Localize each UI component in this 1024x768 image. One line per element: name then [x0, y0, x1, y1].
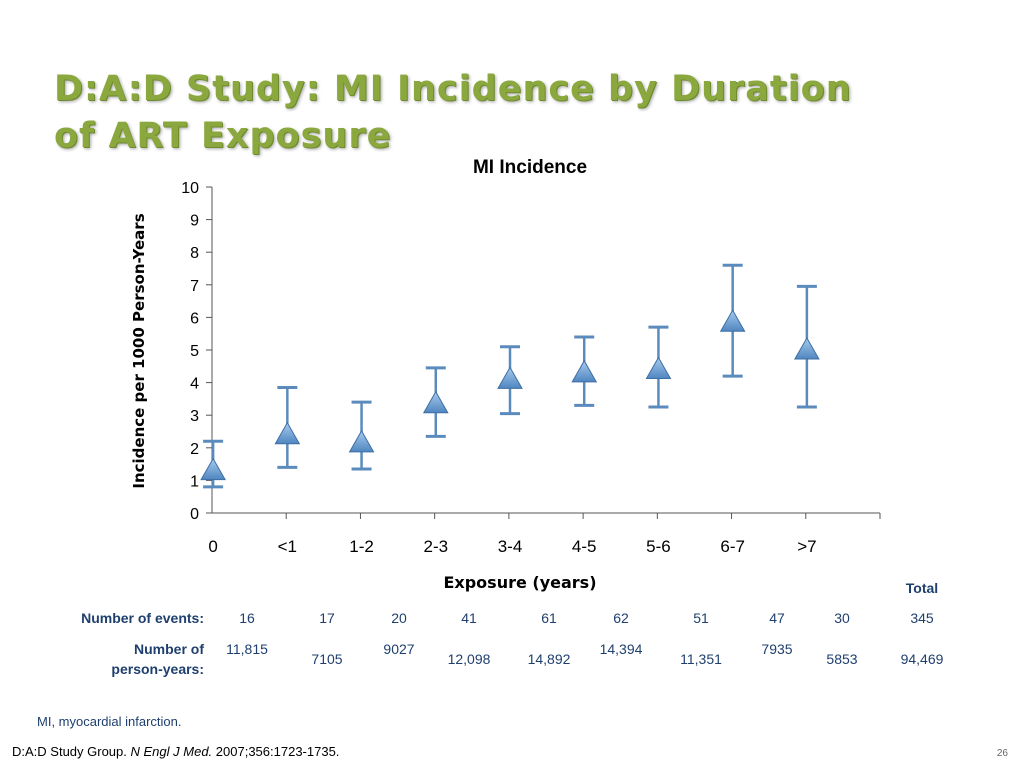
- triangle-marker: [200, 457, 226, 481]
- x-tick-label: 5-6: [646, 537, 671, 556]
- data-point-0: [200, 439, 226, 489]
- y-axis-label: Incidence per 1000 Person-Years: [130, 213, 148, 488]
- x-tick-label: <1: [278, 537, 297, 556]
- x-tick-label: 2-3: [423, 537, 448, 556]
- events-cell: 62: [613, 610, 629, 626]
- events-cell: 47: [769, 610, 785, 626]
- person-years-total-cell: 94,469: [900, 651, 944, 667]
- x-tick-label: 3-4: [498, 537, 523, 556]
- triangle-marker: [645, 356, 672, 380]
- y-tick-label: 4: [190, 376, 199, 393]
- x-tick-label: 4-5: [572, 537, 597, 556]
- events-cell: 61: [541, 610, 557, 626]
- person-years-cell: 12,098: [447, 651, 491, 667]
- person-years-cell: 11,815: [226, 641, 268, 657]
- citation-journal: N Engl J Med.: [130, 744, 213, 759]
- triangle-marker: [497, 366, 523, 389]
- data-point-4: [497, 345, 523, 416]
- slide-title-line2: of ART Exposure: [54, 116, 392, 156]
- person-years-cell: 9027: [383, 641, 415, 657]
- triangle-marker: [422, 390, 449, 414]
- y-tick-label: 5: [190, 343, 199, 360]
- table-total-header: Total: [905, 580, 939, 596]
- mi-incidence-chart: MI Incidence Incidence per 1000 Person-Y…: [130, 157, 881, 592]
- triangle-marker: [719, 309, 746, 332]
- person-years-label-line1: Number of: [134, 641, 204, 657]
- triangle-marker: [348, 429, 375, 453]
- person-years-label-line2: person-years:: [111, 661, 204, 677]
- chart-marks: [200, 263, 820, 489]
- triangle-marker: [571, 359, 598, 383]
- citation: D:A:D Study Group. N Engl J Med. 2007;35…: [12, 744, 339, 759]
- triangle-marker: [274, 421, 301, 445]
- chart-axes: 0 1 2 3 4 5 6 7 8 9 10 0 <1 1-2 2-3 3-4 4-5 5-6 6-7 >7: [181, 180, 881, 556]
- y-tick-label: 1: [190, 473, 199, 490]
- data-point-8: [794, 284, 820, 409]
- citation-details: 2007;356:1723-1735.: [215, 744, 340, 759]
- events-cell: 17: [319, 610, 335, 626]
- y-tick-label: 10: [181, 180, 199, 197]
- y-tick-label: 2: [190, 441, 199, 458]
- data-point-2: [348, 400, 375, 471]
- slide-title: D:A:D Study: MI Incidence by Duration of…: [54, 66, 934, 160]
- page-number: 26: [996, 748, 1008, 759]
- y-tick-label: 8: [190, 245, 199, 262]
- person-years-cell: 7935: [761, 641, 793, 657]
- x-tick-label: 6-7: [720, 537, 745, 556]
- events-cell: 16: [239, 610, 255, 626]
- y-tick-label: 0: [190, 506, 199, 523]
- y-tick-label: 7: [190, 278, 199, 295]
- person-years-cell: 5853: [826, 651, 858, 667]
- events-cell: 41: [461, 610, 477, 626]
- x-tick-label: 0: [208, 537, 217, 556]
- x-tick-label: 1-2: [349, 537, 374, 556]
- person-years-cell: 11,351: [680, 651, 722, 667]
- person-years-cell: 7105: [311, 651, 343, 667]
- events-cell: 30: [834, 610, 850, 626]
- triangle-marker: [794, 336, 820, 360]
- person-years-row-label: Number of person-years:: [20, 639, 204, 679]
- events-total-cell: 345: [910, 610, 934, 626]
- slide-title-line1: D:A:D Study: MI Incidence by Duration: [54, 69, 852, 109]
- person-years-cell: 14,892: [527, 651, 571, 667]
- y-tick-label: 6: [190, 310, 199, 327]
- y-tick-label: 9: [190, 213, 199, 230]
- events-row-label: Number of events:: [81, 610, 204, 626]
- data-point-3: [422, 366, 449, 438]
- data-point-6: [645, 325, 672, 409]
- events-cell: 51: [693, 610, 709, 626]
- y-tick-label: 3: [190, 408, 199, 425]
- data-point-1: [274, 385, 301, 469]
- footnote: MI, myocardial infarction.: [37, 714, 182, 729]
- citation-authors: D:A:D Study Group.: [12, 744, 127, 759]
- chart-title: MI Incidence: [473, 157, 587, 178]
- data-point-5: [571, 335, 598, 407]
- person-years-cell: 14,394: [599, 641, 643, 657]
- x-axis-label: Exposure (years): [443, 573, 596, 592]
- data-point-7: [719, 263, 746, 378]
- events-cell: 20: [391, 610, 407, 626]
- x-tick-label: >7: [797, 537, 816, 556]
